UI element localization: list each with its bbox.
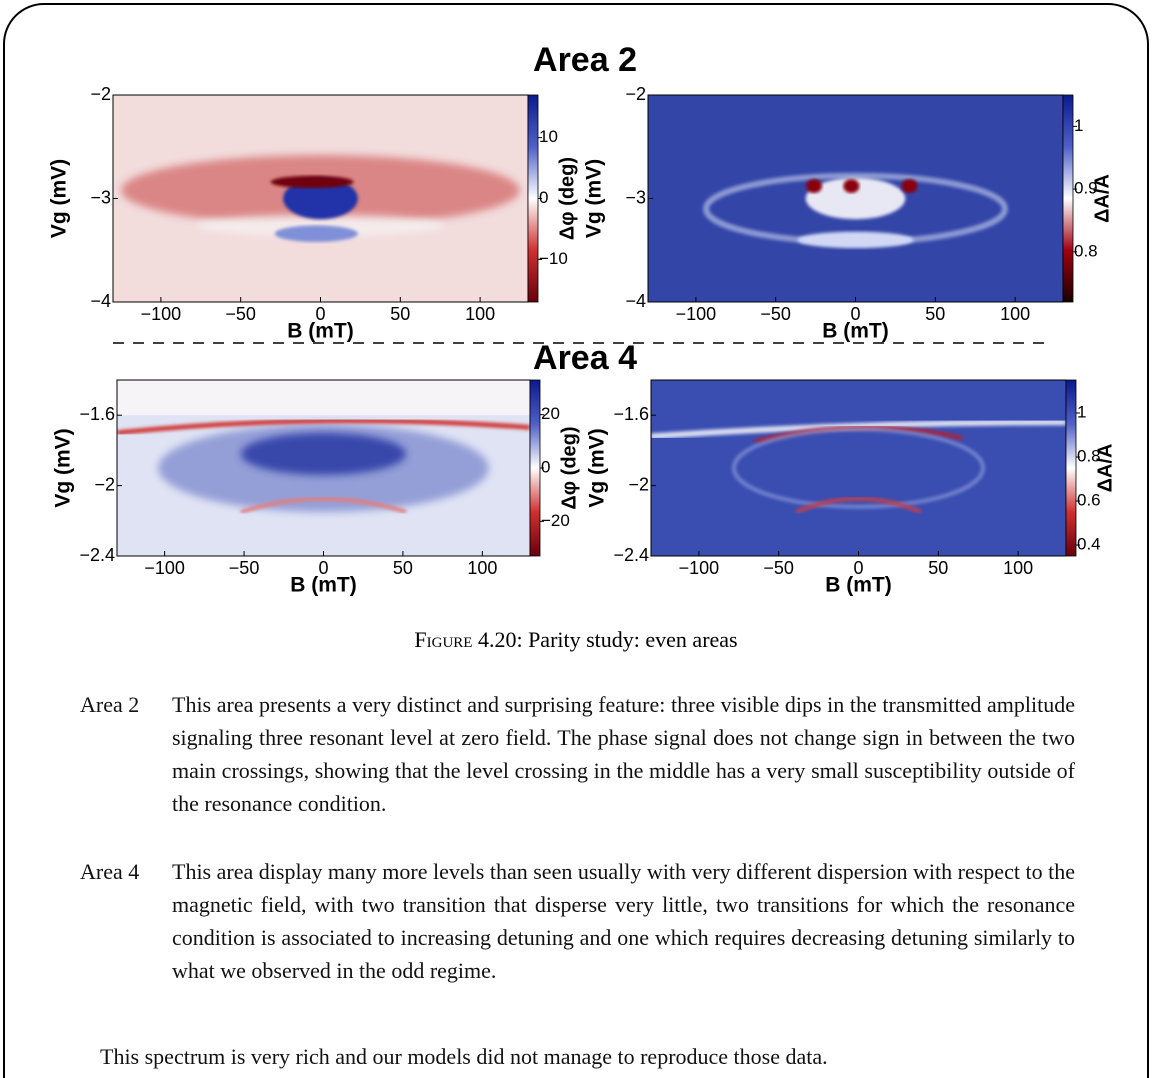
x-tick-label: 50: [390, 304, 410, 324]
x-axis-label: B (mT): [822, 320, 889, 343]
heat-bg: [651, 380, 1066, 556]
caption-label: Figure 4.20:: [414, 627, 523, 652]
colorbar-tick-label: 0.4: [1077, 534, 1101, 553]
x-tick-label: 0: [315, 304, 325, 324]
caption-text: Parity study: even areas: [528, 627, 738, 652]
x-tick-label: 0: [853, 558, 863, 578]
colorbar-tick-label: 0.6: [1077, 490, 1101, 509]
y-tick-label: −2: [625, 84, 646, 104]
colorbar-tick-label: 0.8: [1077, 446, 1101, 465]
x-tick-label: −100: [141, 304, 182, 324]
x-axis-label: B (mT): [287, 320, 354, 343]
colorbar: [527, 94, 539, 303]
x-tick-label: 100: [1003, 558, 1033, 578]
y-tick-label: −2: [90, 84, 111, 104]
y-tick-label: −1.6: [613, 404, 649, 424]
x-tick-label: −50: [760, 304, 791, 324]
heat-feature: [805, 177, 906, 220]
colorbar: [1062, 94, 1074, 303]
colorbar-tick-label: 0.8: [1074, 241, 1098, 260]
colorbar-tick-label: 1: [1077, 402, 1086, 421]
colorbar-tick-label: 10: [539, 127, 558, 146]
heatmap: [113, 95, 528, 302]
x-tick-label: 100: [1000, 304, 1030, 324]
colorbar: [529, 379, 541, 557]
y-axis-label: Vg (mV): [48, 159, 71, 238]
heat-feature: [196, 215, 445, 236]
heat-feature: [797, 231, 914, 249]
area-title: Area 4: [533, 339, 637, 377]
colorbar-label: Δφ (deg): [556, 157, 578, 240]
y-tick-label: −3: [625, 187, 646, 207]
heatmap: [117, 380, 530, 556]
x-axis-label: B (mT): [825, 574, 892, 597]
x-tick-label: −50: [763, 558, 794, 578]
colorbar-label: ΔA/A: [1094, 444, 1116, 493]
heat-feature: [806, 179, 822, 194]
x-tick-label: −100: [144, 558, 185, 578]
x-tick-label: −50: [225, 304, 256, 324]
y-tick-label: −2: [628, 474, 649, 494]
y-axis-label: Vg (mV): [583, 159, 606, 238]
heat-feature: [843, 179, 860, 194]
x-tick-label: 50: [925, 304, 945, 324]
x-tick-label: 100: [467, 558, 497, 578]
heat-feature: [274, 225, 358, 242]
x-tick-label: 50: [393, 558, 413, 578]
colorbar: [1065, 379, 1077, 557]
y-tick-label: −2: [94, 474, 115, 494]
x-tick-label: 50: [928, 558, 948, 578]
heat-feature: [240, 496, 407, 514]
desc-text: This area display many more levels than …: [172, 859, 1075, 983]
y-tick-label: −3: [90, 187, 111, 207]
y-axis-label: Vg (mV): [586, 428, 609, 507]
y-tick-label: −4: [90, 291, 111, 311]
heat-feature: [270, 175, 354, 189]
heat-feature: [901, 179, 918, 194]
colorbar-tick-label: 0.9: [1074, 179, 1098, 198]
colorbar-label: ΔA/A: [1091, 174, 1113, 223]
x-tick-label: 0: [850, 304, 860, 324]
colorbar-label: Δφ (deg): [558, 426, 580, 509]
page-frame: [3, 3, 1149, 1078]
y-tick-label: −1.6: [79, 404, 115, 424]
x-tick-label: −100: [679, 558, 720, 578]
y-tick-label: −4: [625, 291, 646, 311]
y-tick-label: −2.4: [79, 545, 115, 565]
colorbar-tick-label: −10: [539, 249, 568, 268]
colorbar-tick-label: 1: [1074, 116, 1083, 135]
x-tick-label: 0: [318, 558, 328, 578]
heatmap: [648, 95, 1063, 302]
y-tick-label: −2.4: [613, 545, 649, 565]
x-axis-label: B (mT): [290, 574, 357, 597]
desc-text: This area presents a very distinct and s…: [172, 692, 1075, 816]
heatmap: [651, 380, 1066, 556]
heat-feature: [117, 418, 530, 436]
colorbar-tick-label: 0: [539, 188, 548, 207]
x-tick-label: 100: [465, 304, 495, 324]
colorbar-tick-label: 0: [541, 457, 550, 476]
area-title: Area 2: [533, 41, 637, 79]
heat-feature: [117, 380, 530, 416]
heat-feature: [795, 496, 922, 514]
x-tick-label: −50: [229, 558, 260, 578]
caption: Figure 4.20: Parity study: even areas: [0, 627, 1152, 653]
heat-feature: [240, 432, 407, 476]
colorbar-tick-label: −20: [541, 511, 570, 530]
desc-term: Area 4: [80, 859, 140, 884]
x-tick-label: −100: [676, 304, 717, 324]
closing: This spectrum is very rich and our model…: [100, 1044, 828, 1069]
heat-feature: [732, 427, 985, 509]
y-axis-label: Vg (mV): [52, 428, 75, 507]
heat-feature: [283, 177, 358, 220]
desc-term: Area 2: [80, 692, 140, 717]
colorbar-tick-label: 20: [541, 404, 560, 423]
